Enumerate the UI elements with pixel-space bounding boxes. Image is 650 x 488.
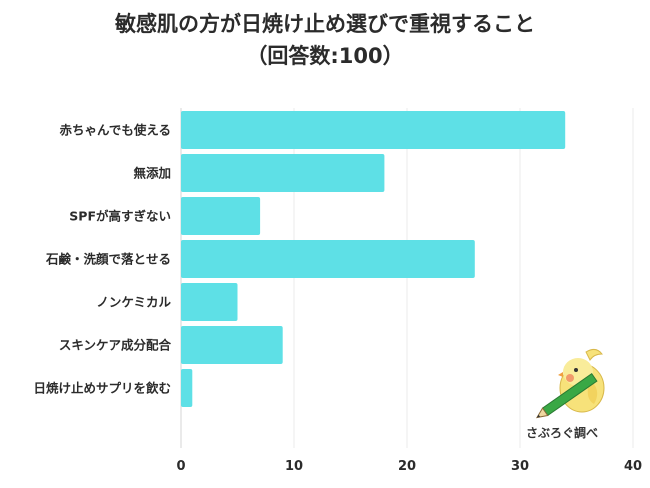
bar — [181, 240, 475, 278]
bar — [181, 197, 261, 235]
x-tick-label: 0 — [176, 459, 185, 474]
chart-subtitle: （回答数:100） — [246, 44, 404, 68]
x-tick-label: 10 — [285, 459, 303, 474]
chart-title: 敏感肌の方が日焼け止め選びで重視すること — [115, 12, 535, 36]
category-label: 石鹸・洗顔で落とせる — [45, 252, 171, 267]
x-tick-label: 20 — [398, 459, 416, 474]
category-label: SPFが高すぎない — [69, 209, 171, 224]
bar — [181, 369, 193, 407]
category-label: スキンケア成分配合 — [59, 338, 172, 353]
bar — [181, 154, 385, 192]
x-tick-label: 40 — [624, 459, 642, 474]
category-label: ノンケミカル — [96, 295, 171, 310]
logo-caption: さぶろぐ調べ — [526, 426, 599, 440]
category-label: 赤ちゃんでも使える — [59, 123, 171, 138]
bar — [181, 283, 238, 321]
bar — [181, 326, 283, 364]
bar — [181, 111, 566, 149]
category-label: 日焼け止めサプリを飲む — [33, 381, 171, 396]
category-label: 無添加 — [133, 166, 171, 181]
x-tick-label: 30 — [511, 459, 529, 474]
